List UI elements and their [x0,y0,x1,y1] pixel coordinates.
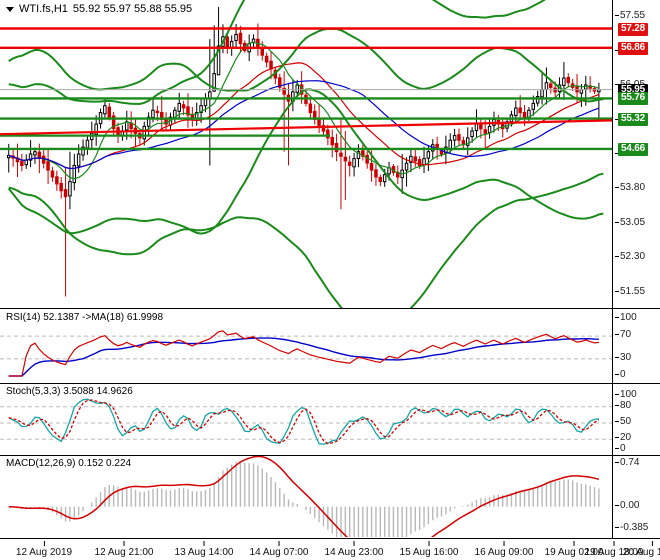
price-tick: 53.80 [615,183,645,193]
time-tick: 14 Aug 23:00 [325,541,383,558]
stoch-tick: 80 [615,400,631,411]
rsi-top-border [0,308,660,309]
macd-tick: 0.00 [615,500,639,511]
rsi-tick: 0 [615,370,626,380]
stochastic-panel[interactable]: Stoch(5,3,3) 3.5088 14.9626 100 80 50 20 0 [0,383,660,455]
rsi-axis-line [612,308,613,383]
price-level-label[interactable]: 55.76 [618,92,649,106]
price-level-label[interactable]: 55.32 [618,112,649,126]
price-level-label[interactable]: 56.86 [618,41,649,55]
macd-axis-line [612,455,613,538]
stoch-top-border [0,383,660,384]
macd-tick: -0.385 [615,523,648,533]
stoch-plot-area[interactable] [0,384,612,454]
time-tick: 13 Aug 14:00 [175,541,233,558]
stoch-label: Stoch(5,3,3) 3.5088 14.9626 [6,386,136,397]
time-tick: 19 Aug 18:00 [585,541,643,558]
stoch-tick: 0 [615,444,626,454]
price-tick: 57.55 [615,11,645,21]
time-tick: 12 Aug 2019 [16,541,72,558]
caret-down-icon[interactable] [6,6,14,12]
price-level-label[interactable]: 54.66 [618,142,649,156]
stoch-axis-line [612,383,613,455]
macd-label: MACD(12,26,9) 0.152 0.224 [6,458,135,469]
price-chart-panel[interactable]: WTI.fs,H1 55.92 55.97 55.88 55.95 57.55 5… [0,0,660,308]
symbol-label: WTI.fs,H1 [19,3,68,15]
time-tick: 15 Aug 16:00 [400,541,458,558]
rsi-tick: 70 [615,330,631,340]
macd-tick: 0.74 [615,458,639,468]
price-tick: 51.55 [615,286,645,297]
price-plot-area[interactable] [0,0,612,308]
stoch-tick: 100 [615,390,637,400]
time-tick: 14 Aug 07:00 [250,541,308,558]
rsi-chart-svg [0,330,612,377]
price-level-label[interactable]: 57.28 [618,22,649,36]
macd-top-border [0,455,660,456]
time-tick: 20 Aug 11:00 [623,541,660,558]
price-tick: 52.30 [615,252,645,262]
price-tick: 53.05 [615,217,645,228]
stoch-tick: 50 [615,417,631,427]
rsi-panel[interactable]: RSI(14) 52.1387 ->MA(18) 61.9998 100 70 30… [0,308,660,383]
macd-plot-area[interactable] [0,456,612,537]
rsi-tick: 30 [615,352,631,363]
rsi-tick: 100 [615,313,637,323]
ohlc-values: 55.92 55.97 55.88 55.95 [72,3,193,15]
time-tick: 12 Aug 21:00 [95,541,153,558]
price-chart-svg [0,0,612,308]
time-axis-border [0,538,660,539]
time-tick: 19 Aug 02:00 [545,541,603,558]
time-axis: 12 Aug 2019 12 Aug 21:00 13 Aug 14:00 14 Au… [0,538,660,560]
stoch-chart-svg [0,398,612,445]
macd-chart-svg [8,456,600,537]
stoch-tick: 20 [615,433,631,443]
price-axis-line [612,0,613,308]
chart-header: WTI.fs,H1 55.92 55.97 55.88 55.95 [6,3,192,15]
rsi-plot-area[interactable] [0,309,612,382]
macd-histogram [12,461,600,537]
rsi-label: RSI(14) 52.1387 ->MA(18) 61.9998 [6,312,167,323]
macd-panel[interactable]: MACD(12,26,9) 0.152 0.224 0.74 0.00 -0.385 [0,455,660,538]
time-tick: 16 Aug 09:00 [475,541,533,558]
